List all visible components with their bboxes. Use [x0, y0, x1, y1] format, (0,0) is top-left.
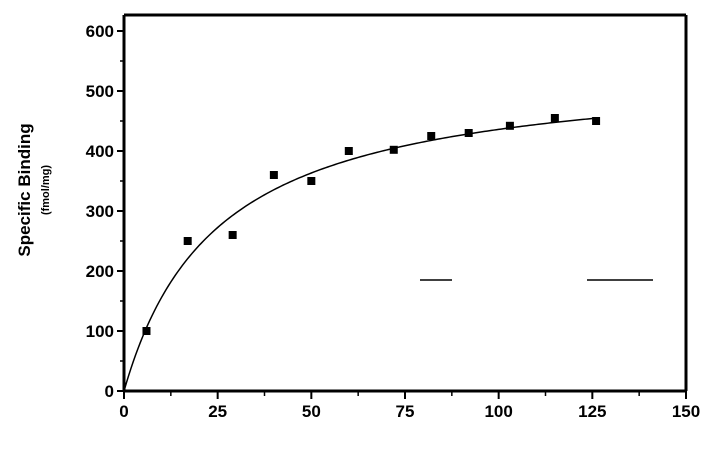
- y-tick-label: 200: [86, 262, 114, 281]
- data-point: [427, 132, 436, 140]
- y-tick-label: 300: [86, 202, 114, 221]
- x-tick-label: 100: [484, 402, 512, 421]
- fit-curve-group: [123, 117, 593, 392]
- y-tick-label: 500: [86, 82, 114, 101]
- data-point: [307, 177, 316, 185]
- x-tick-label: 50: [302, 402, 321, 421]
- y-tick-label: 0: [105, 382, 114, 401]
- y-ticks: 0 100 200 300 400 500 600: [86, 22, 124, 401]
- x-ticks: 0 25 50 75 100 125 150: [119, 391, 700, 421]
- x-tick-label: 150: [672, 402, 700, 421]
- y-tick-label: 600: [86, 22, 114, 41]
- y-tick-label: 400: [86, 142, 114, 161]
- data-point: [142, 327, 151, 335]
- data-point: [269, 171, 278, 179]
- x-tick-label: 125: [578, 402, 606, 421]
- y-tick-label: 100: [86, 322, 114, 341]
- x-tick-label: 0: [119, 402, 128, 421]
- data-point: [344, 147, 353, 155]
- x-tick-label: 75: [396, 402, 415, 421]
- y-axis-title: Specific Binding: [15, 123, 34, 256]
- data-points: [142, 114, 601, 335]
- y-axis-unit: (fmol/mg): [40, 165, 52, 215]
- data-point: [183, 237, 192, 245]
- data-point: [592, 117, 601, 125]
- data-point: [228, 231, 237, 239]
- x-tick-label: 25: [208, 402, 227, 421]
- fit-curve: [123, 117, 593, 392]
- data-point: [389, 145, 398, 154]
- plot-frame: [122, 13, 688, 393]
- data-point: [550, 114, 559, 122]
- data-point: [505, 121, 514, 130]
- data-point: [464, 129, 473, 137]
